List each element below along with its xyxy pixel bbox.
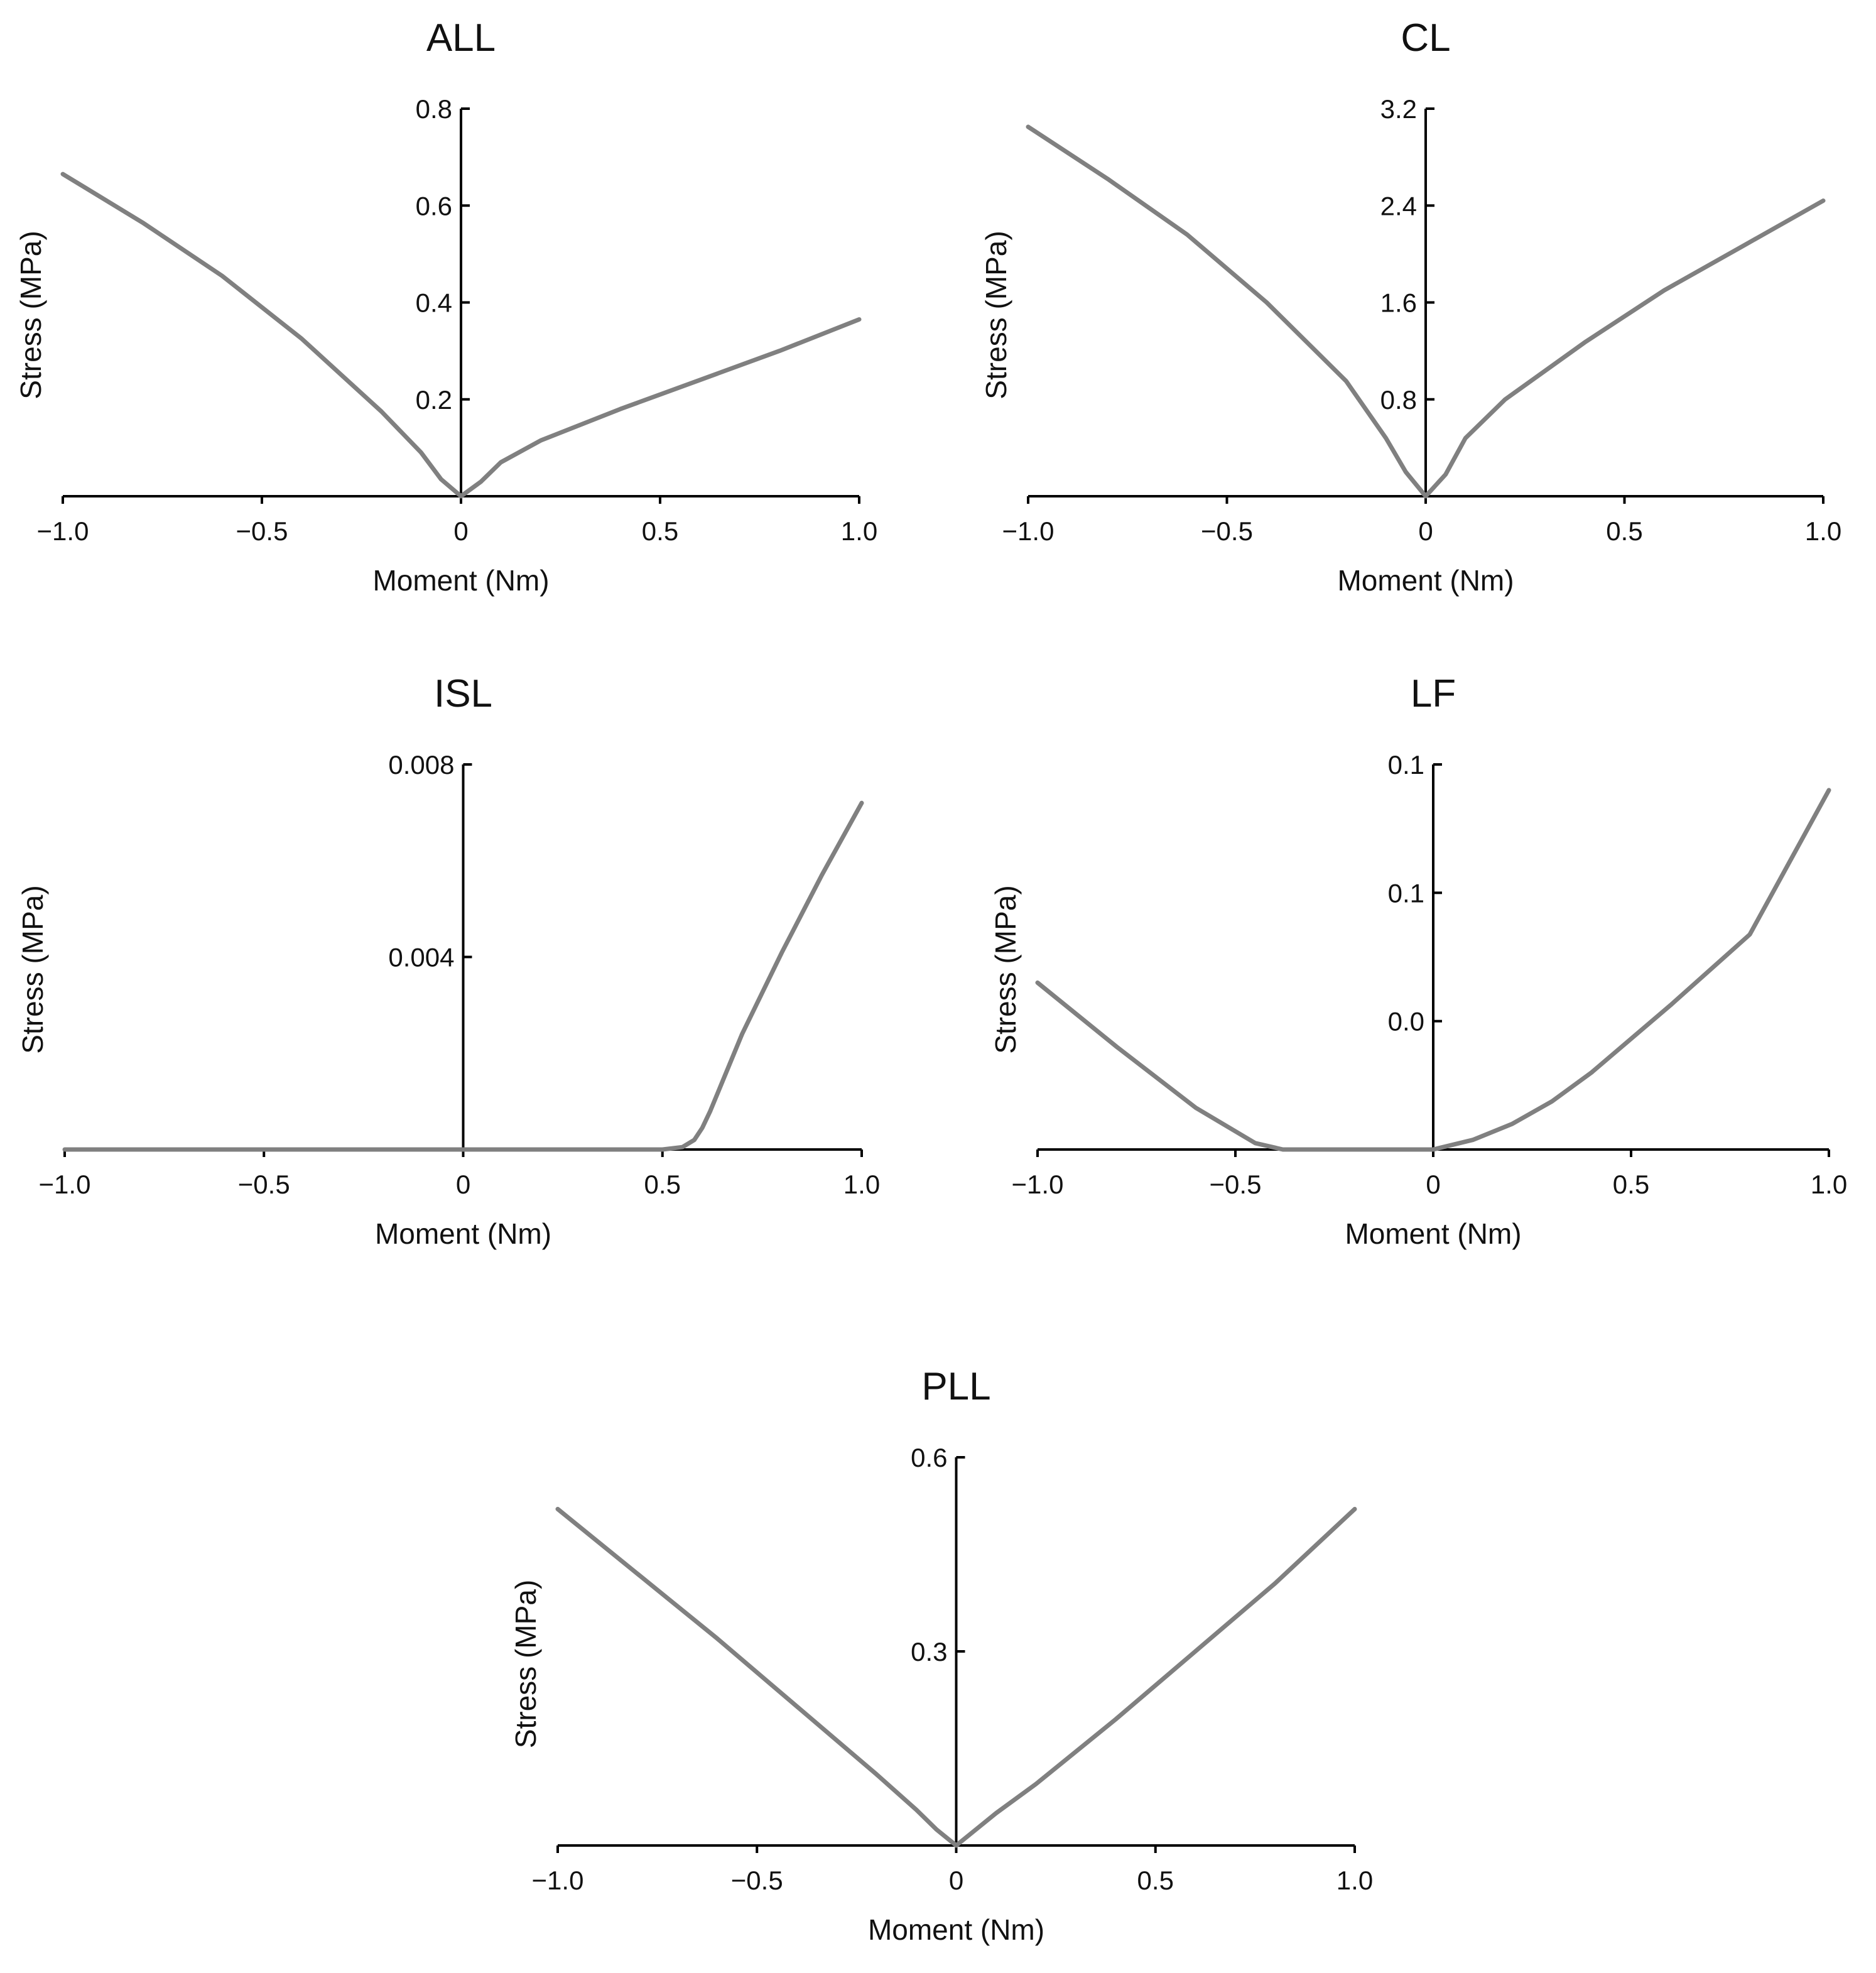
y-axis-label: Stress (MPa) — [509, 1580, 542, 1748]
x-axis-label: Moment (Nm) — [375, 1217, 551, 1250]
x-tick-label: 1.0 — [1805, 516, 1841, 546]
x-tick-label: 1.0 — [841, 516, 877, 546]
x-tick-label: 0 — [1426, 1170, 1440, 1199]
series-line-all — [60, 171, 862, 499]
x-tick-label: −1.0 — [532, 1866, 584, 1895]
chart-title: ISL — [434, 672, 492, 715]
chart-title: LF — [1411, 672, 1456, 715]
x-tick-label: 0.5 — [1613, 1170, 1649, 1199]
y-axis-label: Stress (MPa) — [14, 231, 47, 399]
y-tick-label: 0.1 — [1388, 878, 1424, 908]
x-tick-label: −1.0 — [1012, 1170, 1064, 1199]
panel-all: ALL −1.0 −0.5 0 0.5 1.0 0.2 0.4 0.6 0.8 Moment (Nm… — [14, 16, 877, 597]
x-tick-label: −0.5 — [1210, 1170, 1262, 1199]
series-line-isl — [62, 800, 864, 1152]
y-tick-label: 0.2 — [416, 385, 452, 415]
y-tick-label: 0.8 — [1380, 385, 1417, 415]
x-tick-label: −0.5 — [731, 1866, 783, 1895]
y-tick-label: 0.6 — [911, 1443, 947, 1472]
y-axis-label: Stress (MPa) — [980, 231, 1012, 399]
x-tick-label: 0 — [1418, 516, 1433, 546]
y-tick-label: 1.6 — [1380, 288, 1417, 318]
x-tick-label: 0 — [453, 516, 468, 546]
panel-lf: LF −1.0 −0.5 0 0.5 1.0 0.0 0.1 0.1 Moment (Nm) Str… — [989, 672, 1847, 1250]
x-tick-label: −1.0 — [1002, 516, 1055, 546]
y-tick-label: 0.6 — [416, 191, 452, 220]
series-line-lf — [1035, 788, 1831, 1152]
x-tick-label: 0 — [949, 1866, 963, 1895]
x-tick-label: 0.5 — [644, 1170, 681, 1199]
x-tick-label: 0.5 — [1137, 1866, 1174, 1895]
x-tick-label: −1.0 — [39, 1170, 91, 1199]
chart-title: PLL — [921, 1365, 990, 1408]
x-tick-label: −0.5 — [1201, 516, 1253, 546]
x-axis-label: Moment (Nm) — [1337, 564, 1514, 597]
x-tick-label: 1.0 — [843, 1170, 880, 1199]
y-tick-label: 0.4 — [416, 288, 452, 318]
panel-pll: PLL −1.0 −0.5 0 0.5 1.0 0.3 0.6 Moment (Nm) Stres… — [509, 1365, 1373, 1946]
y-tick-label: 0.0 — [1388, 1007, 1424, 1036]
panel-cl: CL −1.0 −0.5 0 0.5 1.0 0.8 1.6 2.4 3.2 Moment (Nm)… — [980, 16, 1841, 597]
y-tick-label: 0.004 — [388, 943, 454, 972]
x-tick-label: −0.5 — [236, 516, 288, 546]
x-tick-label: 0 — [456, 1170, 470, 1199]
x-tick-label: 1.0 — [1811, 1170, 1847, 1199]
x-axis-label: Moment (Nm) — [372, 564, 549, 597]
series-line-pll — [555, 1506, 1357, 1848]
x-tick-label: 1.0 — [1337, 1866, 1373, 1895]
y-axis-label: Stress (MPa) — [16, 885, 49, 1053]
x-tick-label: 0.5 — [1606, 516, 1642, 546]
y-tick-label: 0.1 — [1388, 750, 1424, 780]
x-axis-label: Moment (Nm) — [1345, 1217, 1521, 1250]
y-tick-label: 3.2 — [1380, 94, 1417, 124]
x-tick-label: −0.5 — [238, 1170, 290, 1199]
chart-title: CL — [1401, 16, 1450, 60]
panel-isl: ISL −1.0 −0.5 0 0.5 1.0 0.004 0.008 Moment (Nm) S… — [16, 672, 880, 1250]
x-tick-label: −1.0 — [37, 516, 89, 546]
y-tick-label: 0.008 — [388, 750, 454, 780]
x-tick-label: 0.5 — [642, 516, 678, 546]
series-line-cl — [1026, 124, 1826, 499]
x-axis-label: Moment (Nm) — [868, 1913, 1044, 1946]
chart-title: ALL — [426, 16, 496, 60]
y-tick-label: 0.8 — [416, 94, 452, 124]
y-axis-label: Stress (MPa) — [989, 885, 1022, 1053]
y-tick-label: 2.4 — [1380, 191, 1417, 220]
y-tick-label: 0.3 — [911, 1637, 947, 1666]
